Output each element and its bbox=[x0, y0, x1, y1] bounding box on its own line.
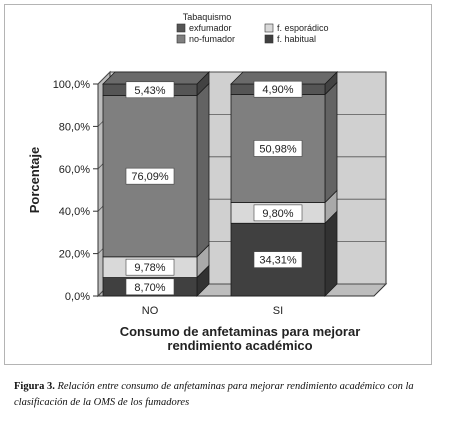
stacked-bar-chart: 0,0% 20,0% 40,0% 60,0% 80,0% 100,0% 8,70% 9,78%… bbox=[27, 12, 388, 353]
caption-label: Figura 3. bbox=[14, 381, 55, 392]
data-label: 9,80% bbox=[262, 208, 293, 220]
bar-side bbox=[324, 210, 338, 297]
data-label-box bbox=[253, 251, 303, 268]
data-label: 8,70% bbox=[134, 282, 165, 294]
data-label: 34,31% bbox=[259, 255, 297, 267]
data-label-box bbox=[125, 278, 175, 296]
data-label-box bbox=[125, 167, 175, 185]
y-tick-label: 40,0% bbox=[59, 206, 90, 218]
data-label-box bbox=[253, 80, 303, 98]
bar-side bbox=[196, 82, 210, 258]
data-label: 76,09% bbox=[131, 171, 169, 183]
y-axis-label: Porcentaje bbox=[27, 147, 42, 213]
legend-item: f. esporádico bbox=[277, 23, 329, 33]
data-label-box bbox=[125, 81, 175, 99]
caption-text: Relación entre consumo de anfetaminas pa… bbox=[14, 381, 414, 408]
y-tick-label: 100,0% bbox=[53, 79, 91, 91]
figure-frame: 0,0% 20,0% 40,0% 60,0% 80,0% 100,0% 8,70% 9,78%… bbox=[4, 4, 432, 365]
legend-swatch bbox=[176, 23, 186, 33]
x-tick-label: SI bbox=[273, 305, 283, 317]
data-label-box bbox=[125, 258, 175, 276]
y-tick-label: 80,0% bbox=[59, 121, 90, 133]
legend-title: Tabaquismo bbox=[183, 12, 232, 22]
legend-swatch bbox=[264, 34, 274, 44]
x-tick-label: NO bbox=[142, 305, 159, 317]
data-label: 5,43% bbox=[134, 85, 165, 97]
y-tick-label: 20,0% bbox=[59, 249, 90, 261]
bar-side bbox=[324, 81, 338, 204]
legend-item: no-fumador bbox=[189, 34, 235, 44]
y-tick-label: 60,0% bbox=[59, 164, 90, 176]
data-label-box bbox=[253, 140, 303, 157]
legend-swatch bbox=[264, 23, 274, 33]
data-label: 4,90% bbox=[262, 84, 293, 96]
data-label: 9,78% bbox=[134, 262, 165, 274]
y-tick-label: 0,0% bbox=[65, 291, 90, 303]
figure-caption: Figura 3. Relación entre consumo de anfe… bbox=[14, 379, 444, 411]
x-axis-label: Consumo de anfetaminas para mejorar rendi… bbox=[120, 324, 361, 353]
legend-item: f. habitual bbox=[277, 34, 316, 44]
data-label-box bbox=[253, 204, 303, 222]
legend-item: exfumador bbox=[189, 23, 232, 33]
data-label: 50,98% bbox=[259, 143, 297, 155]
legend-swatch bbox=[176, 34, 186, 44]
